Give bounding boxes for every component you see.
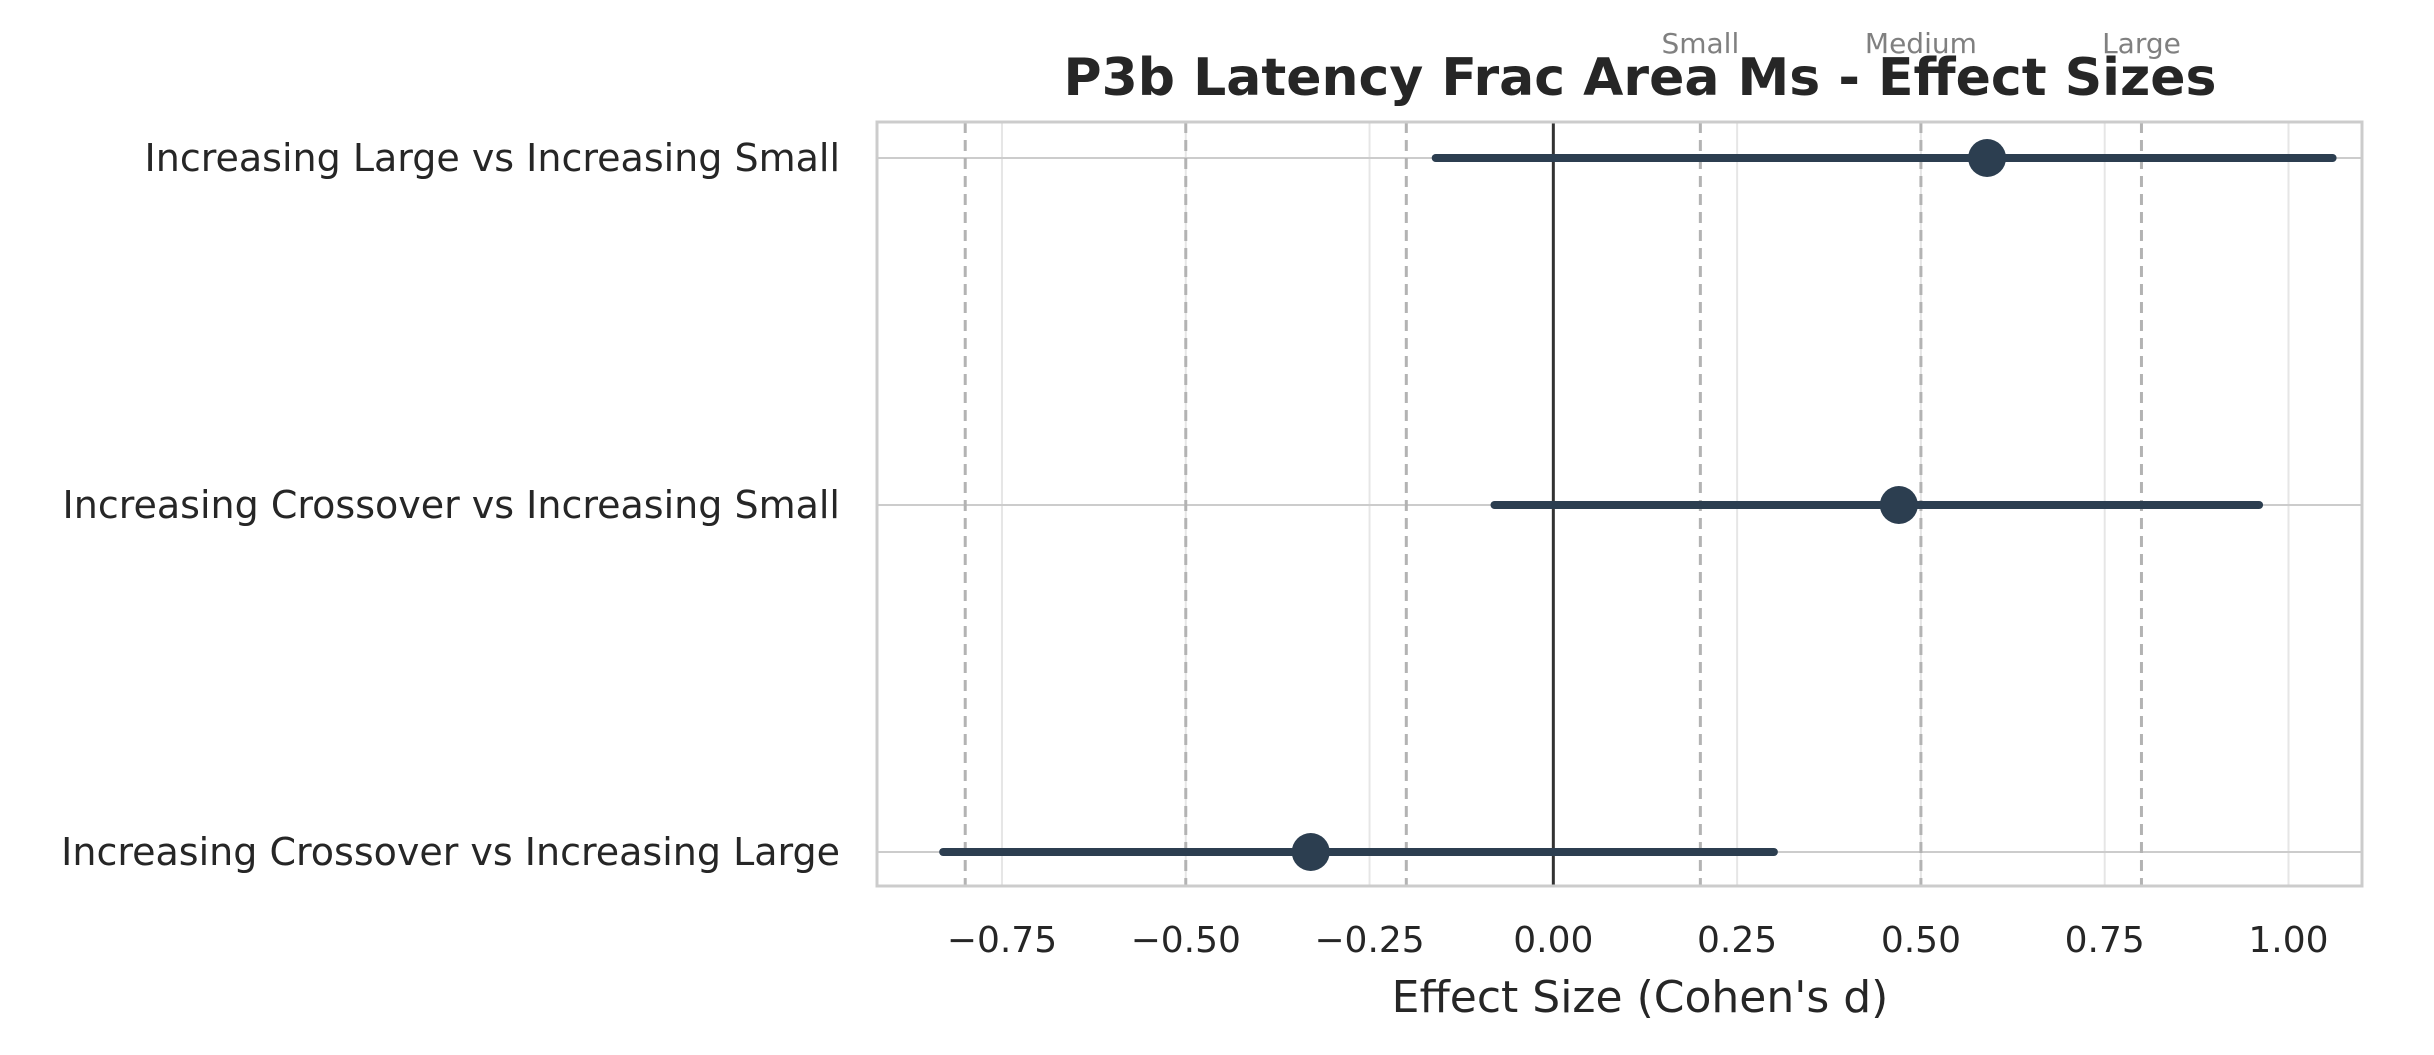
- effect-size-point: [1291, 833, 1330, 871]
- x-tick-label: 0.00: [1513, 920, 1593, 961]
- x-tick-label: 0.50: [1881, 920, 1961, 961]
- effect-size-point: [1968, 139, 2007, 177]
- x-tick-label: −0.50: [1131, 920, 1241, 961]
- comparison-label: Increasing Large vs Increasing Small: [145, 136, 840, 180]
- x-tick-label: 0.25: [1697, 920, 1777, 961]
- comparison-label: Increasing Crossover vs Increasing Small: [63, 483, 840, 527]
- chart-title: P3b Latency Frac Area Ms - Effect Sizes: [1064, 48, 2217, 108]
- reference-label: Large: [2102, 27, 2181, 60]
- x-axis: −0.75 −0.50 −0.25 0.00 0.25 0.50 0.75 1.00: [947, 920, 2329, 961]
- data-layer: [939, 139, 2337, 871]
- x-tick-label: 0.75: [2065, 920, 2145, 961]
- x-tick-label: −0.25: [1314, 920, 1424, 961]
- plot-frame: [875, 120, 2364, 888]
- reference-label: Medium: [1865, 27, 1977, 60]
- effect-size-point: [1879, 486, 1918, 524]
- comparison-label: Increasing Crossover vs Increasing Large: [61, 830, 840, 874]
- x-tick-label: −0.75: [947, 920, 1057, 961]
- x-axis-label: Effect Size (Cohen's d): [1392, 972, 1889, 1023]
- y-axis: Increasing Large vs Increasing Small Incr…: [61, 136, 840, 874]
- reference-label: Small: [1661, 27, 1739, 60]
- x-tick-label: 1.00: [2248, 920, 2328, 961]
- reference-labels: Small Medium Large: [1661, 27, 2180, 60]
